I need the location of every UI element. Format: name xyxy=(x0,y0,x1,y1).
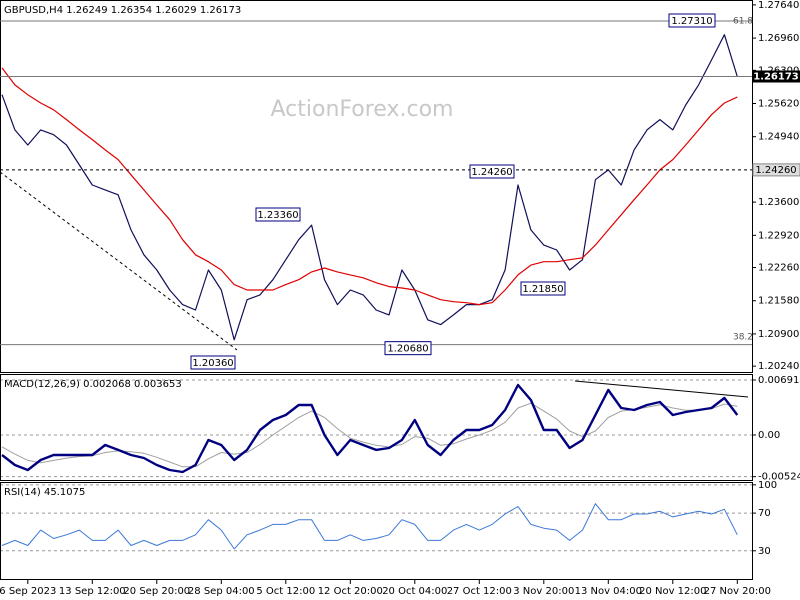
plot-layers: ActionForex.com xyxy=(0,34,752,552)
y-tick-label: 1.23600 xyxy=(758,197,799,208)
y-tick-label: 100 xyxy=(758,480,777,491)
level-label: 1.24260 xyxy=(755,165,796,176)
macd-trend-line xyxy=(574,380,749,398)
y-tick-label: 1.21580 xyxy=(758,296,799,307)
y-tick-label: 0.00 xyxy=(758,430,780,441)
panel-title: RSI(14) 45.1075 xyxy=(4,487,85,498)
price-panel-border xyxy=(0,0,753,373)
y-tick-label: 30 xyxy=(758,546,771,557)
watermark: ActionForex.com xyxy=(271,97,454,122)
x-tick-label: 6 Sep 2023 xyxy=(0,586,56,597)
x-tick-label: 27 Nov 20:00 xyxy=(704,586,771,597)
series-line xyxy=(1,383,739,474)
annotation-box xyxy=(520,281,566,296)
macd-panel-border xyxy=(0,374,753,481)
trend-line xyxy=(0,171,238,351)
y-tick-label: 1.25620 xyxy=(758,98,799,109)
series-line xyxy=(1,503,738,550)
annotation-box xyxy=(255,207,301,222)
x-tick-label: 13 Nov 04:00 xyxy=(575,586,642,597)
annotation-box xyxy=(190,355,236,370)
y-tick-label: 1.26960 xyxy=(758,33,799,44)
rsi-panel-border xyxy=(0,482,753,580)
panel-title: GBPUSD,H4 1.26249 1.26354 1.26029 1.2617… xyxy=(4,5,241,16)
y-tick-label: 1.24940 xyxy=(758,132,799,143)
annotation: 1.23360 xyxy=(257,210,298,221)
level-label: 1.20680 xyxy=(387,344,428,355)
x-tick-label: 27 Oct 12:00 xyxy=(447,586,512,597)
y-tick-label: 70 xyxy=(758,508,771,519)
level-label-box xyxy=(668,13,716,28)
annotation: 1.24260 xyxy=(471,167,512,178)
y-tick-label: 0.006915 xyxy=(758,375,800,386)
y-tick-label: 1.20240 xyxy=(758,361,799,372)
y-tick-label: 1.27640 xyxy=(758,0,799,11)
annotation: 38.2 xyxy=(733,333,753,343)
level-label: 1.27310 xyxy=(671,16,712,27)
price-label: 1.26173 xyxy=(753,71,799,82)
y-tick-label: -0.005241 xyxy=(758,472,800,483)
annotation: 1.21850 xyxy=(522,284,563,295)
y-tick-label: 1.22260 xyxy=(758,263,799,274)
x-tick-label: 12 Oct 20:00 xyxy=(318,586,383,597)
panel-title: MACD(12,26,9) 0.002068 0.003653 xyxy=(4,379,182,390)
x-tick-label: 28 Sep 04:00 xyxy=(188,586,255,597)
annotation: 61.8 xyxy=(733,17,753,27)
x-tick-label: 13 Sep 12:00 xyxy=(59,586,126,597)
x-tick-label: 20 Oct 04:00 xyxy=(382,586,447,597)
y-tick-label: 1.22920 xyxy=(758,230,799,241)
x-tick-label: 20 Nov 12:00 xyxy=(639,586,706,597)
series-line xyxy=(1,67,738,306)
y-tick-label: 1.20900 xyxy=(758,329,799,340)
level-label-box xyxy=(752,163,800,177)
series-line xyxy=(1,34,738,341)
x-tick-label: 5 Oct 12:00 xyxy=(256,586,315,597)
price-label-box xyxy=(753,70,800,83)
level-label-box xyxy=(384,341,432,356)
annotation: 1.20360 xyxy=(192,358,233,369)
annotation-box xyxy=(469,164,515,179)
x-tick-label: 3 Nov 20:00 xyxy=(513,586,574,597)
x-tick-label: 20 Sep 20:00 xyxy=(123,586,190,597)
